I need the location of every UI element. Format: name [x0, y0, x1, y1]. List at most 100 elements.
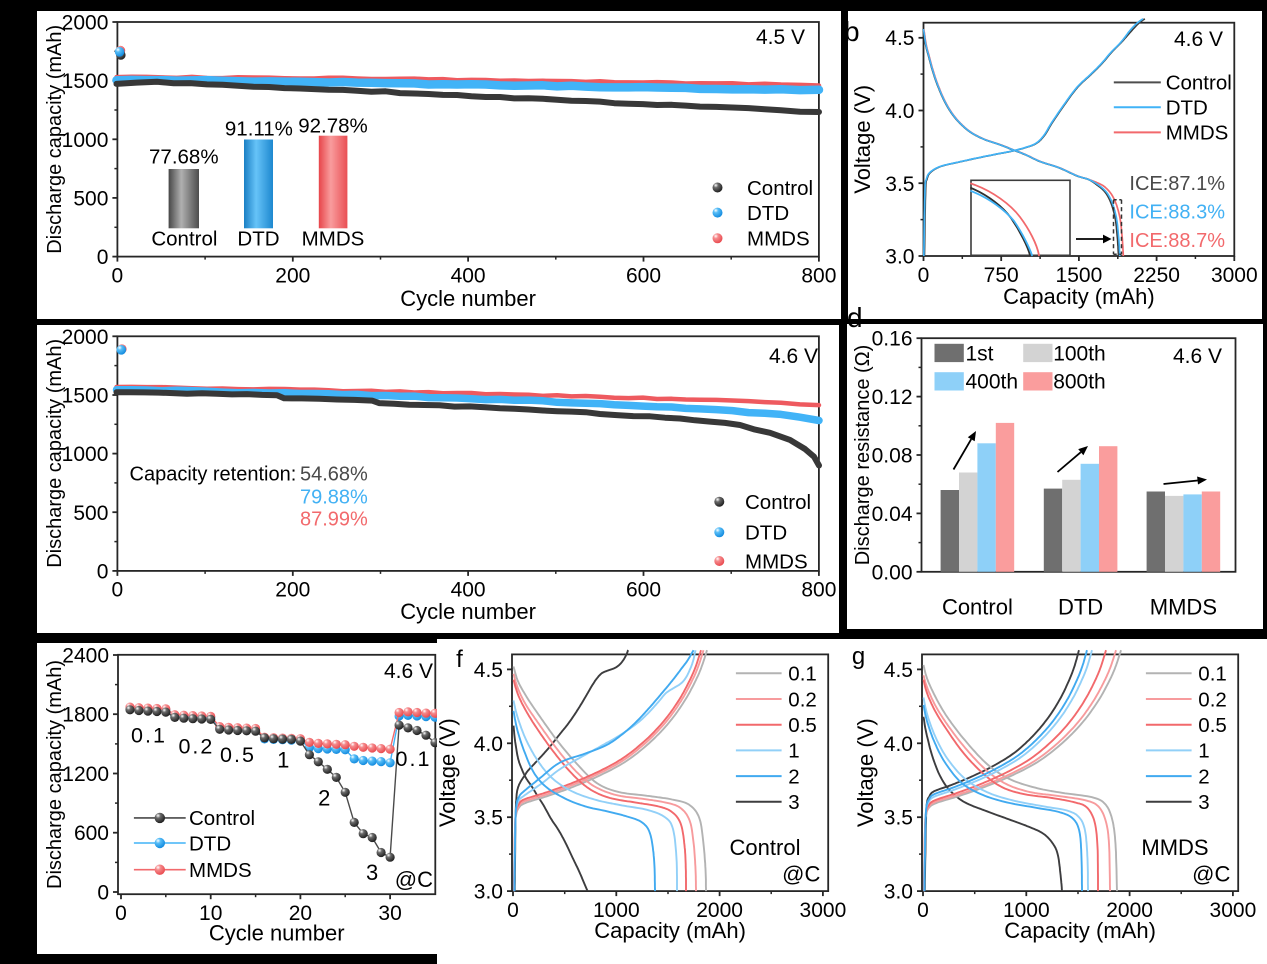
- svg-text:1000: 1000: [1003, 899, 1050, 922]
- svg-text:79.88%: 79.88%: [300, 486, 368, 508]
- svg-text:0.00: 0.00: [871, 561, 912, 584]
- svg-text:3: 3: [788, 791, 799, 814]
- svg-text:1000: 1000: [62, 443, 109, 466]
- svg-text:0.5: 0.5: [1198, 714, 1227, 737]
- svg-text:MMDS: MMDS: [302, 228, 365, 251]
- svg-text:600: 600: [626, 265, 661, 288]
- svg-text:@C: @C: [1192, 861, 1230, 886]
- svg-text:3: 3: [1198, 791, 1209, 814]
- svg-text:g: g: [852, 643, 865, 670]
- svg-text:Control: Control: [745, 491, 811, 514]
- svg-text:4.0: 4.0: [884, 732, 913, 755]
- svg-text:Voltage (V): Voltage (V): [437, 718, 460, 827]
- svg-text:3.5: 3.5: [474, 806, 503, 829]
- svg-text:2000: 2000: [696, 899, 743, 922]
- svg-text:Cycle number: Cycle number: [209, 920, 345, 945]
- svg-text:Discharge resistance (Ω): Discharge resistance (Ω): [852, 344, 874, 565]
- svg-text:800: 800: [801, 579, 836, 602]
- svg-text:2400: 2400: [62, 644, 109, 667]
- svg-text:600: 600: [626, 579, 661, 602]
- svg-text:1000: 1000: [593, 899, 640, 922]
- svg-text:77.68%: 77.68%: [149, 146, 219, 169]
- svg-text:Cycle number: Cycle number: [400, 286, 536, 311]
- svg-text:3000: 3000: [800, 899, 847, 922]
- svg-text:1: 1: [277, 747, 289, 772]
- svg-text:0.2: 0.2: [1198, 688, 1227, 711]
- svg-text:0.1: 0.1: [788, 662, 817, 685]
- svg-text:4.6 V: 4.6 V: [769, 345, 818, 368]
- svg-text:100th: 100th: [1053, 342, 1106, 365]
- svg-text:MMDS: MMDS: [1149, 594, 1216, 619]
- svg-text:Voltage (V): Voltage (V): [853, 718, 878, 827]
- svg-text:Voltage (V): Voltage (V): [850, 85, 875, 194]
- svg-text:91.11%: 91.11%: [225, 118, 293, 141]
- svg-text:Control: Control: [1166, 72, 1232, 95]
- svg-text:400th: 400th: [965, 370, 1018, 393]
- svg-text:0: 0: [115, 902, 127, 925]
- svg-text:1st: 1st: [965, 342, 993, 365]
- svg-text:0: 0: [112, 579, 124, 602]
- svg-text:4.0: 4.0: [474, 732, 503, 755]
- svg-text:3.0: 3.0: [884, 880, 913, 903]
- svg-text:30: 30: [378, 902, 401, 925]
- svg-text:92.78%: 92.78%: [298, 114, 368, 137]
- svg-text:4.6 V: 4.6 V: [1174, 28, 1223, 51]
- svg-text:400: 400: [451, 579, 486, 602]
- svg-text:3000: 3000: [1210, 899, 1257, 922]
- svg-text:0.5: 0.5: [220, 742, 256, 766]
- svg-text:87.99%: 87.99%: [300, 509, 368, 531]
- svg-text:400: 400: [451, 265, 486, 288]
- svg-text:@C: @C: [395, 867, 433, 892]
- svg-text:0.04: 0.04: [871, 502, 912, 525]
- svg-text:Capacity (mAh): Capacity (mAh): [594, 918, 746, 943]
- svg-text:0: 0: [507, 899, 519, 922]
- svg-text:ICE:87.1%: ICE:87.1%: [1129, 173, 1225, 195]
- svg-text:1800: 1800: [62, 703, 109, 726]
- svg-text:1: 1: [1198, 739, 1209, 762]
- svg-text:4.5: 4.5: [474, 658, 503, 681]
- svg-text:Discharge capacity (mAh): Discharge capacity (mAh): [44, 339, 66, 568]
- svg-text:3: 3: [366, 859, 378, 884]
- svg-text:3.5: 3.5: [884, 806, 913, 829]
- svg-text:DTD: DTD: [237, 228, 279, 251]
- svg-text:Discharge capacity (mAh): Discharge capacity (mAh): [44, 25, 66, 254]
- svg-text:0: 0: [112, 265, 124, 288]
- svg-text:DTD: DTD: [1166, 97, 1208, 120]
- svg-text:DTD: DTD: [745, 522, 787, 545]
- svg-text:4.5: 4.5: [884, 658, 913, 681]
- svg-text:4.6 V: 4.6 V: [384, 660, 433, 683]
- svg-text:2000: 2000: [1106, 899, 1153, 922]
- svg-text:2: 2: [788, 765, 799, 788]
- svg-text:MMDS: MMDS: [745, 550, 808, 573]
- svg-text:0: 0: [97, 246, 109, 269]
- svg-text:500: 500: [73, 187, 108, 210]
- svg-text:2: 2: [1198, 765, 1209, 788]
- svg-text:4.5 V: 4.5 V: [756, 26, 805, 49]
- svg-text:0.2: 0.2: [788, 688, 817, 711]
- svg-text:Control: Control: [730, 835, 801, 860]
- svg-text:0.12: 0.12: [871, 386, 912, 409]
- svg-text:4.6 V: 4.6 V: [1172, 345, 1221, 368]
- svg-text:Control: Control: [151, 228, 217, 251]
- svg-text:f: f: [456, 646, 463, 673]
- svg-text:Control: Control: [747, 177, 813, 200]
- svg-text:DTD: DTD: [1057, 594, 1102, 619]
- svg-text:Cycle number: Cycle number: [400, 599, 536, 624]
- svg-text:2: 2: [318, 785, 330, 810]
- svg-text:MMDS: MMDS: [189, 859, 252, 882]
- svg-text:2000: 2000: [62, 12, 109, 35]
- svg-text:0.2: 0.2: [178, 734, 214, 758]
- svg-text:0: 0: [97, 881, 109, 904]
- svg-text:3.5: 3.5: [885, 173, 914, 196]
- svg-text:20: 20: [289, 902, 312, 925]
- svg-text:DTD: DTD: [189, 832, 231, 855]
- svg-text:0.16: 0.16: [871, 327, 912, 350]
- svg-text:Capacity (mAh): Capacity (mAh): [1004, 918, 1156, 943]
- svg-text:1000: 1000: [62, 129, 109, 152]
- svg-text:3.0: 3.0: [885, 246, 914, 269]
- svg-text:MMDS: MMDS: [1141, 835, 1208, 860]
- svg-text:Discharge capacity (mAh): Discharge capacity (mAh): [44, 660, 66, 889]
- svg-text:1: 1: [788, 739, 799, 762]
- svg-text:4.5: 4.5: [885, 27, 914, 50]
- svg-text:MMDS: MMDS: [747, 228, 810, 251]
